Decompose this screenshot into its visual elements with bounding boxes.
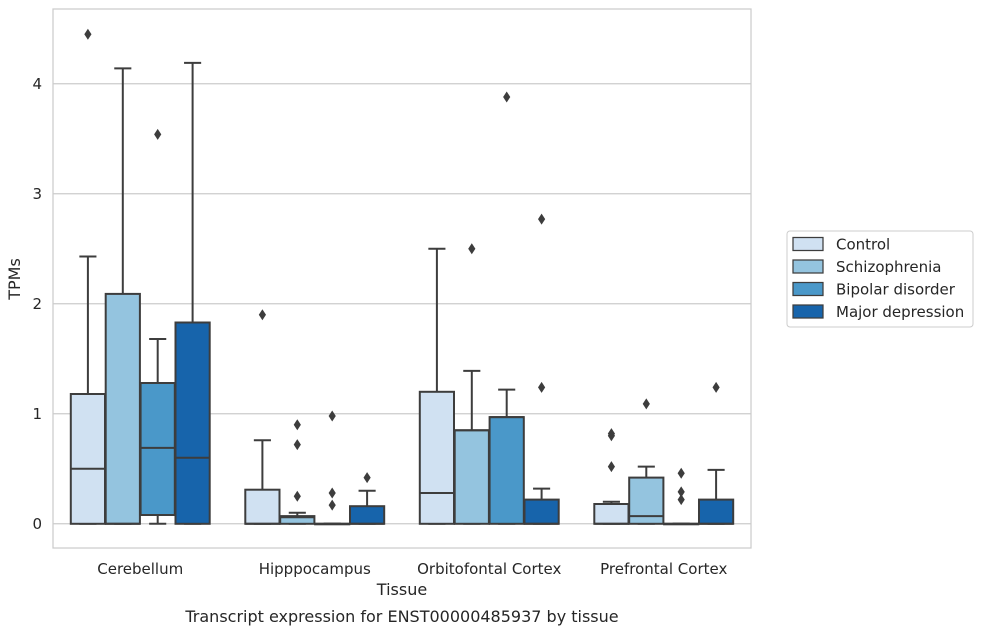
plot-area-frame <box>52 8 752 549</box>
legend-frame <box>786 230 974 328</box>
box-3-3 <box>697 381 735 525</box>
outlier-point <box>328 487 336 499</box>
y-tick-label: 3 <box>32 185 42 203</box>
box-body <box>593 503 630 525</box>
box-2-1 <box>314 410 351 526</box>
box-body <box>453 429 490 525</box>
chart-caption: Transcript expression for ENST0000048593… <box>184 607 618 626</box>
outlier-point <box>503 91 511 103</box>
legend-label: Bipolar disorder <box>836 281 956 299</box>
box-1-0 <box>104 67 141 525</box>
y-tick-label: 4 <box>32 75 42 93</box>
boxes <box>69 28 735 526</box>
outlier-point <box>468 243 476 255</box>
box-3-0 <box>174 61 211 525</box>
legend-label: Control <box>836 236 890 254</box>
box-body <box>139 382 176 516</box>
box-body <box>697 498 735 525</box>
y-tick-label: 2 <box>32 295 42 313</box>
box-3-1 <box>348 472 386 525</box>
legend-swatch <box>792 236 824 252</box>
legend-items: Control Schizophrenia Bipolar disorder Majo… <box>792 236 964 321</box>
outlier-point <box>642 398 650 410</box>
outlier-point <box>712 381 720 393</box>
x-tick-label: Prefrontal Cortex <box>600 560 727 578</box>
box-body <box>104 292 141 525</box>
box-2-3 <box>663 467 700 526</box>
outlier-point <box>677 467 685 479</box>
box-0-3 <box>593 428 630 525</box>
legend: Control Schizophrenia Bipolar disorder Majo… <box>786 230 974 328</box>
box-body <box>418 390 456 525</box>
legend-swatch <box>792 281 824 297</box>
y-axis-label: TPMs <box>5 258 24 301</box>
outlier-point <box>293 439 301 451</box>
x-axis-label: Tissue <box>376 580 427 599</box>
outlier-point <box>293 419 301 431</box>
outlier-point <box>607 461 615 473</box>
box-body <box>488 416 525 525</box>
y-tick-label: 0 <box>32 515 42 533</box>
outlier-point <box>607 428 615 440</box>
outlier-point <box>84 28 92 40</box>
outlier-point <box>328 410 336 422</box>
outlier-point <box>363 472 371 484</box>
box-0-0 <box>69 28 107 525</box>
x-tick-labels: Cerebellum Hipppocampus Orbitofontal Corte… <box>97 560 727 578</box>
outlier-point <box>538 381 546 393</box>
x-tick-label: Cerebellum <box>97 560 183 578</box>
legend-label: Schizophrenia <box>836 258 941 276</box>
box-body <box>523 498 560 525</box>
legend-label: Major depression <box>836 303 964 321</box>
outlier-point <box>677 494 685 506</box>
box-2-2 <box>488 91 525 525</box>
y-tick-label: 1 <box>32 405 42 423</box>
legend-swatch <box>792 304 824 319</box>
box-body <box>279 515 316 525</box>
x-tick-label: Hipppocampus <box>259 560 371 578</box>
x-tick-label: Orbitofontal Cortex <box>417 560 561 578</box>
outlier-point <box>293 490 301 502</box>
outlier-point <box>154 128 162 140</box>
legend-swatch <box>792 259 824 274</box>
box-1-1 <box>279 419 316 525</box>
outlier-point <box>328 499 336 511</box>
outlier-point <box>677 486 685 498</box>
outlier-point <box>258 309 266 321</box>
box-body <box>244 488 281 525</box>
box-0-2 <box>418 247 456 525</box>
box-body <box>174 321 211 525</box>
box-3-2 <box>523 213 560 525</box>
box-2-0 <box>139 128 176 525</box>
box-body <box>348 505 386 525</box>
outlier-point <box>538 213 546 225</box>
box-1-3 <box>628 398 665 525</box>
box-1-2 <box>453 243 490 525</box>
y-tick-labels: 0 1 2 3 4 <box>32 75 42 533</box>
box-body <box>69 393 107 525</box>
box-0-1 <box>244 309 281 525</box>
